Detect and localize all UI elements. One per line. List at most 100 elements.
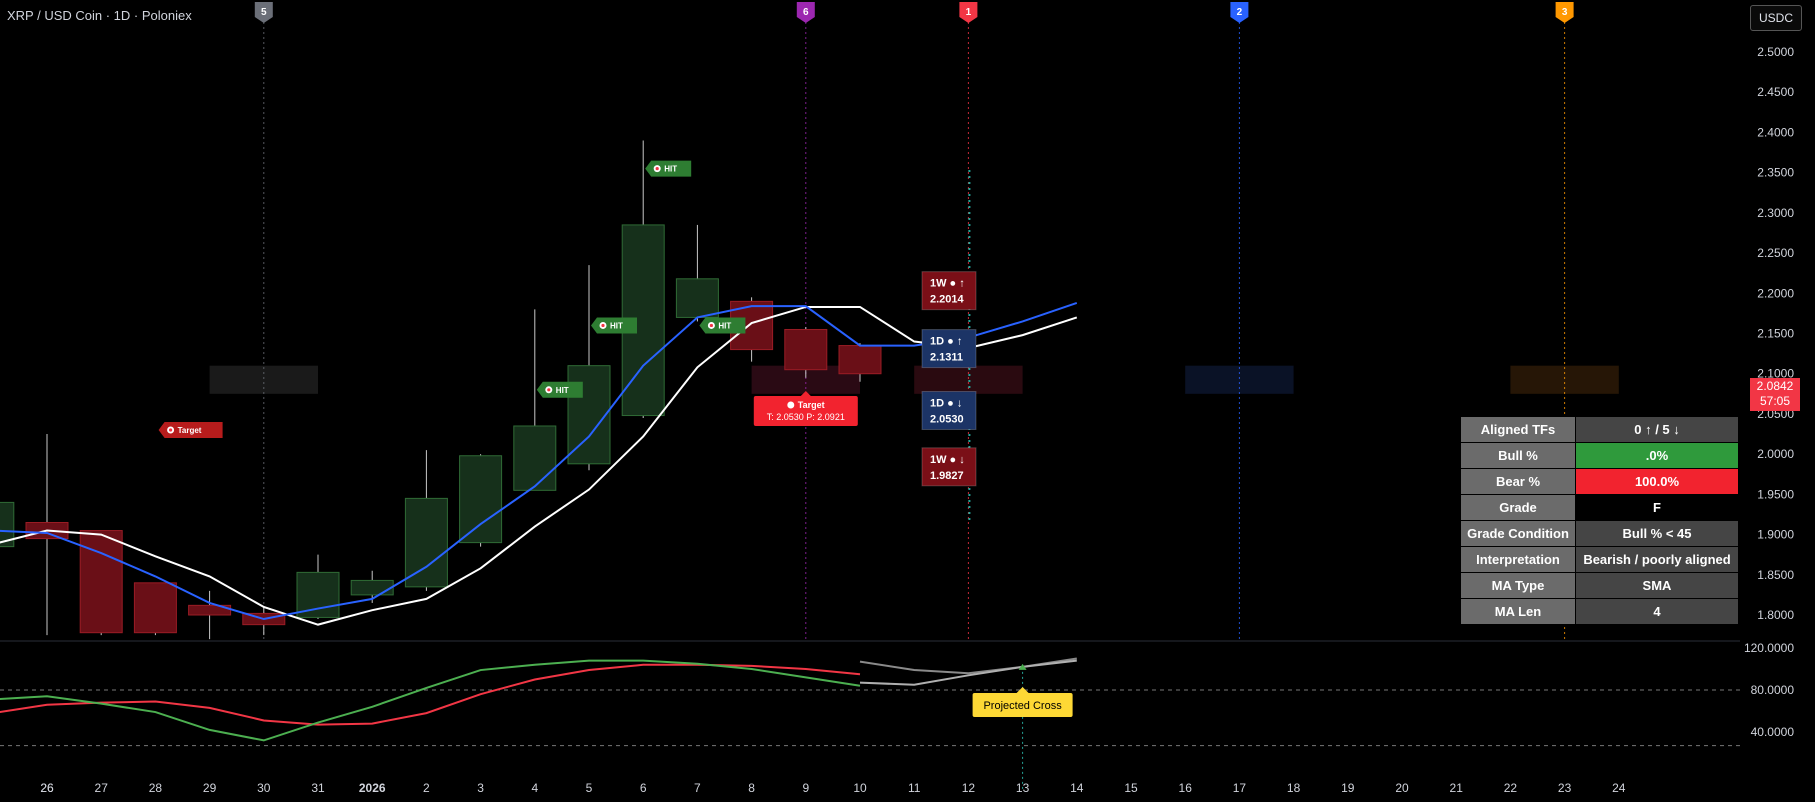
event-flag-label: 2 (1237, 7, 1243, 18)
target-small-label-shape (158, 422, 223, 439)
hit-label-shape (645, 160, 692, 177)
table-key: Bear % (1460, 468, 1576, 495)
projected-cross-text: Projected Cross (983, 700, 1062, 712)
candle-body (79, 530, 123, 634)
osc-axis-tick: 40.0000 (1751, 725, 1795, 739)
tf-label: 1W ● ↑ 2.2014 (921, 271, 977, 311)
time-axis-tick: 4 (531, 781, 538, 795)
candle-body (404, 497, 448, 588)
event-flag (959, 2, 978, 23)
currency-button[interactable]: USDC (1750, 5, 1802, 31)
hit-label-shape (699, 317, 746, 334)
tf-label: 1D ● ↑ 2.1311 (921, 329, 977, 369)
table-key: Interpretation (1460, 546, 1576, 573)
tf-label: 1W ● ↓ 1.9827 (921, 447, 977, 487)
price-axis-tick: 2.4500 (1757, 85, 1794, 99)
hit-label-text: HIT (718, 321, 731, 330)
table-value: 0 ↑ / 5 ↓ (1575, 416, 1739, 443)
price-axis-tick: 2.3000 (1757, 206, 1794, 220)
hit-label: HIT (645, 160, 692, 177)
tf-label-head: 1W ● ↓ (930, 454, 965, 466)
osc-projection-line-a (859, 657, 1077, 675)
projected-cross-pointer (1016, 687, 1029, 693)
tf-label-value: 2.2014 (930, 294, 965, 306)
event-flag (254, 2, 273, 23)
price-axis-tick: 1.8500 (1757, 568, 1794, 582)
table-key: Bull % (1460, 442, 1576, 469)
candle-body (296, 571, 340, 618)
table-value: Bearish / poorly aligned (1575, 546, 1739, 573)
time-axis-tick: 11 (908, 781, 921, 795)
time-axis-tick: 26 (40, 781, 54, 795)
target-icon-center (169, 428, 173, 432)
candle-body (350, 579, 394, 596)
osc-axis-tick: 120.0000 (1744, 641, 1794, 655)
tf-label-head: 1W ● ↑ (930, 278, 965, 290)
hit-label-text: HIT (664, 165, 677, 174)
price-axis-tick: 2.0000 (1757, 447, 1794, 461)
table-key: MA Type (1460, 572, 1576, 599)
table-value: F (1575, 494, 1739, 521)
time-axis-tick: 9 (802, 781, 809, 795)
tf-label-bg (921, 447, 977, 487)
time-axis-tick: 6 (640, 781, 647, 795)
time-axis-tick: 16 (1179, 781, 1193, 795)
table-value: Bull % < 45 (1575, 520, 1739, 547)
price-axis-tick: 2.1000 (1757, 367, 1794, 381)
zone-box (209, 365, 318, 394)
target-icon-center (709, 323, 714, 328)
event-flag-label: 6 (803, 7, 809, 18)
tf-label: 1D ● ↓ 2.0530 (921, 391, 977, 431)
time-axis-tick: 28 (149, 781, 163, 795)
candle-body (459, 455, 503, 544)
osc-axis-tick: 80.0000 (1751, 683, 1795, 697)
time-axis-tick: 2026 (359, 781, 386, 795)
hit-label-text: HIT (556, 386, 569, 395)
time-axis-tick: 14 (1070, 781, 1084, 795)
table-value: SMA (1575, 572, 1739, 599)
osc-green-line (0, 659, 861, 742)
bar-countdown: 57:05 (1759, 394, 1791, 408)
event-flag-label: 3 (1562, 7, 1568, 18)
time-axis-tick: 21 (1450, 781, 1464, 795)
time-axis-tick: 10 (853, 781, 867, 795)
tf-label-value: 1.9827 (930, 470, 964, 482)
hit-label-shape (591, 317, 637, 334)
target-icon-center (601, 323, 605, 328)
time-axis-tick: 20 (1395, 781, 1409, 795)
tf-label-bg (921, 391, 977, 431)
candle-body (675, 278, 719, 318)
chart-title: XRP / USD Coin · 1D · Poloniex (7, 8, 192, 23)
time-axis-tick: 27 (95, 781, 109, 795)
tf-label-bg (921, 329, 977, 369)
table-value: .0% (1575, 442, 1739, 469)
event-flag-label: 1 (966, 7, 972, 18)
target-box-bg (753, 396, 858, 426)
time-axis-tick: 24 (1612, 781, 1626, 795)
table-key: MA Len (1460, 598, 1576, 625)
last-price-label: 2.0842 57:05 (1750, 378, 1800, 411)
projected-cross-bg (972, 693, 1073, 717)
table-key: Grade (1460, 494, 1576, 521)
alignment-table: Aligned TFs 0 ↑ / 5 ↓ Bull % .0% Bear % 100… (1460, 416, 1739, 625)
price-axis-tick: 2.1500 (1757, 327, 1794, 341)
price-axis-tick: 1.9000 (1757, 528, 1794, 542)
price-axis-tick: 2.2500 (1757, 246, 1794, 260)
time-axis-tick: 2 (423, 781, 430, 795)
price-axis-tick: 2.2000 (1757, 286, 1794, 300)
hit-label: HIT (699, 317, 746, 334)
time-axis-tick: 30 (257, 781, 271, 795)
table-value: 4 (1575, 598, 1739, 625)
price-axis-tick: 1.8000 (1757, 608, 1794, 622)
time-axis-tick: 13 (1016, 781, 1030, 795)
price-axis-tick: 2.5000 (1757, 45, 1794, 59)
event-flag (796, 2, 815, 23)
tf-label-bg (921, 271, 977, 311)
candle-body (513, 425, 557, 491)
time-axis-tick: 8 (748, 781, 755, 795)
zone-box (1510, 365, 1619, 394)
tf-label-head: 1D ● ↓ (930, 398, 962, 410)
time-axis-tick: 22 (1504, 781, 1518, 795)
hit-label: HIT (591, 317, 637, 334)
